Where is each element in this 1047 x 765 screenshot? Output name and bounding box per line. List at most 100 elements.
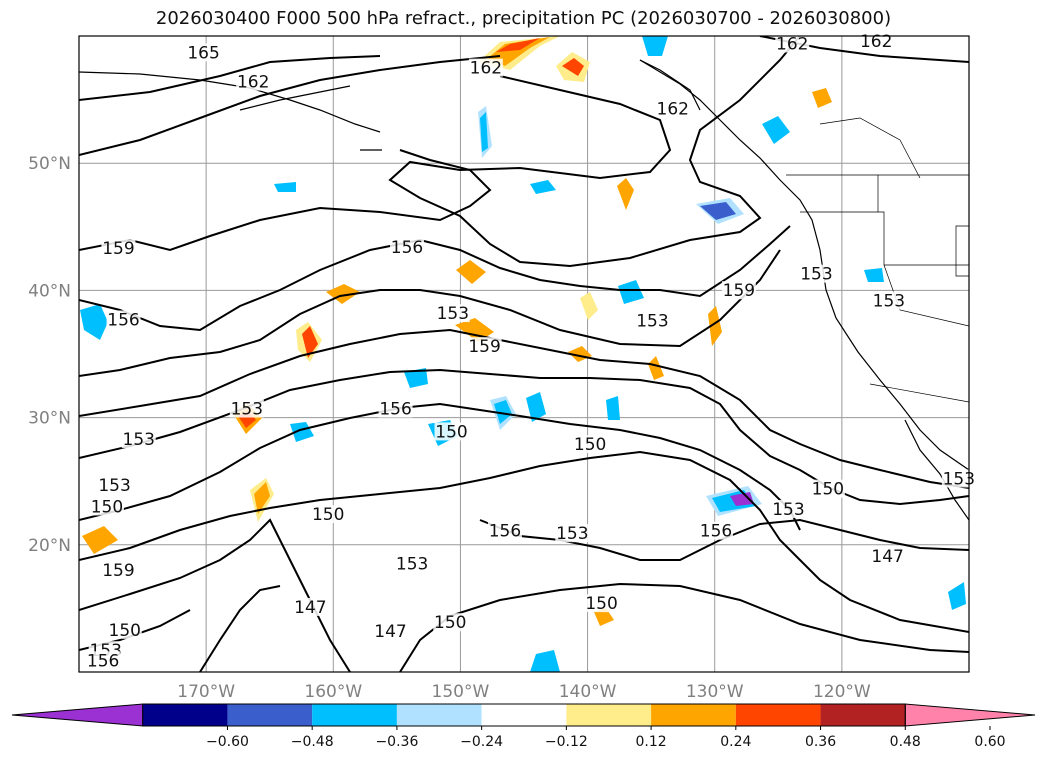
contour-label-bg [121, 430, 156, 449]
contour-label-bg [293, 597, 328, 616]
contour-label: 159 [102, 239, 134, 259]
lon-tick-label: 160°W [304, 682, 362, 702]
lon-tick-label: 140°W [559, 682, 617, 702]
contour-label: 153 [636, 312, 668, 332]
contour-label-bg [468, 58, 503, 77]
contour-label: 150 [585, 594, 617, 614]
colorbar-tick-label: −0.60 [206, 734, 249, 750]
contour-label: 153 [800, 265, 832, 285]
contour-label: 159 [723, 281, 755, 301]
colorbar-tick-label: −0.48 [291, 734, 334, 750]
contour-label-bg [101, 561, 136, 580]
lon-tick-label: 130°W [686, 682, 744, 702]
contour-label-bg [106, 310, 141, 329]
contour-label-bg [378, 399, 413, 418]
contour-label: 147 [374, 622, 406, 642]
colorbar-outline [142, 703, 906, 727]
precipitation-shading [80, 36, 966, 672]
contour-label-bg [584, 594, 619, 613]
colorbar-tick-label: 0.48 [890, 734, 921, 750]
contour-label-bg [86, 651, 121, 670]
latitude-labels: 20°N 30°N 40°N 50°N [28, 154, 71, 556]
contour-label-bg [941, 469, 976, 488]
colorbar-tick-label: 0.60 [974, 734, 1005, 750]
colorbar-tick-label: 0.24 [720, 734, 751, 750]
contour-label: 159 [102, 561, 134, 581]
contour-label-bg [101, 239, 136, 258]
colorbar-swatch [566, 704, 652, 726]
contour-label-bg [698, 521, 733, 540]
contour-label: 150 [435, 422, 467, 442]
contour-label-bg [395, 554, 430, 573]
colorbar-swatch [227, 704, 313, 726]
contour-label: 162 [860, 32, 892, 52]
contour-labels: 165 162 162 162 162 162 159 156 156 153 159 153 159 1… [86, 31, 976, 671]
contour-label: 150 [434, 613, 466, 633]
contour-label-bg [435, 304, 470, 323]
contour-label: 159 [468, 337, 500, 357]
colorbar-tick-label: −0.12 [545, 734, 588, 750]
lat-tick-label: 50°N [28, 154, 71, 174]
contour-label-bg [89, 497, 124, 516]
contour-label-bg [487, 521, 522, 540]
contour-label: 153 [123, 430, 155, 450]
lat-tick-label: 20°N [28, 536, 71, 556]
colorbar-tick-label: −0.36 [375, 734, 418, 750]
contour-label: 162 [237, 73, 269, 93]
colorbar: −0.60 −0.48 −0.36 −0.24 −0.12 0.12 0.24 0.36 0.4… [11, 703, 1036, 750]
contour-label-bg [97, 475, 132, 494]
colorbar-tick-label: 0.12 [636, 734, 667, 750]
plot-title: 2026030400 F000 500 hPa refract., precip… [155, 8, 892, 29]
colorbar-tick-label: −0.24 [460, 734, 503, 750]
contour-label-bg [434, 422, 469, 441]
contour-label: 156 [700, 522, 732, 542]
contour-label: 150 [312, 505, 344, 525]
contour-label-bg [799, 264, 834, 283]
colorbar-swatch [481, 704, 567, 726]
contour-label-bg [721, 281, 756, 300]
colorbar-extend-low [11, 703, 144, 727]
contour-label-bg [107, 620, 142, 639]
colorbar-swatch [820, 704, 906, 726]
contour-label: 150 [574, 435, 606, 455]
colorbar-swatch [142, 704, 228, 726]
contour-label: 156 [489, 522, 521, 542]
contour-label: 150 [91, 497, 123, 517]
colorbar-extend-high [904, 703, 1036, 727]
contour-label-bg [433, 613, 468, 632]
contour-label: 162 [657, 99, 689, 119]
map-frame [78, 35, 970, 673]
contour-label-bg [186, 43, 221, 62]
lon-tick-label: 150°W [432, 682, 490, 702]
political-borders [786, 117, 969, 403]
lon-tick-label: 120°W [813, 682, 871, 702]
contour-label: 153 [873, 291, 905, 311]
contour-label-bg [810, 479, 845, 498]
lat-tick-label: 30°N [28, 409, 71, 429]
contour-label-bg [467, 337, 502, 356]
contour-label-bg [236, 72, 271, 91]
contour-label: 162 [776, 34, 808, 54]
contour-label-bg [390, 237, 425, 256]
contour-label-bg [555, 524, 590, 543]
longitude-labels: 170°W 160°W 150°W 140°W 130°W 120°W [177, 682, 871, 702]
colorbar-swatch [651, 704, 736, 726]
lat-tick-label: 40°N [28, 281, 71, 301]
contour-label: 153 [437, 304, 469, 324]
contour-label-bg [573, 435, 608, 454]
colorbar-swatch [396, 704, 482, 726]
contour-label-bg [871, 291, 906, 310]
contour-label: 153 [231, 400, 263, 420]
colorbar-tick-label: 0.36 [805, 734, 836, 750]
refractivity-contours [79, 36, 969, 672]
contour-label: 153 [943, 469, 975, 489]
map-plot-area [79, 36, 969, 672]
contour-label-bg [775, 34, 810, 53]
contour-label: 156 [87, 651, 119, 671]
contour-label: 147 [294, 598, 326, 618]
contour-label-bg [373, 622, 408, 641]
contour-label-bg [870, 547, 905, 566]
contour-label: 147 [871, 547, 903, 567]
contour-label: 156 [107, 310, 139, 330]
